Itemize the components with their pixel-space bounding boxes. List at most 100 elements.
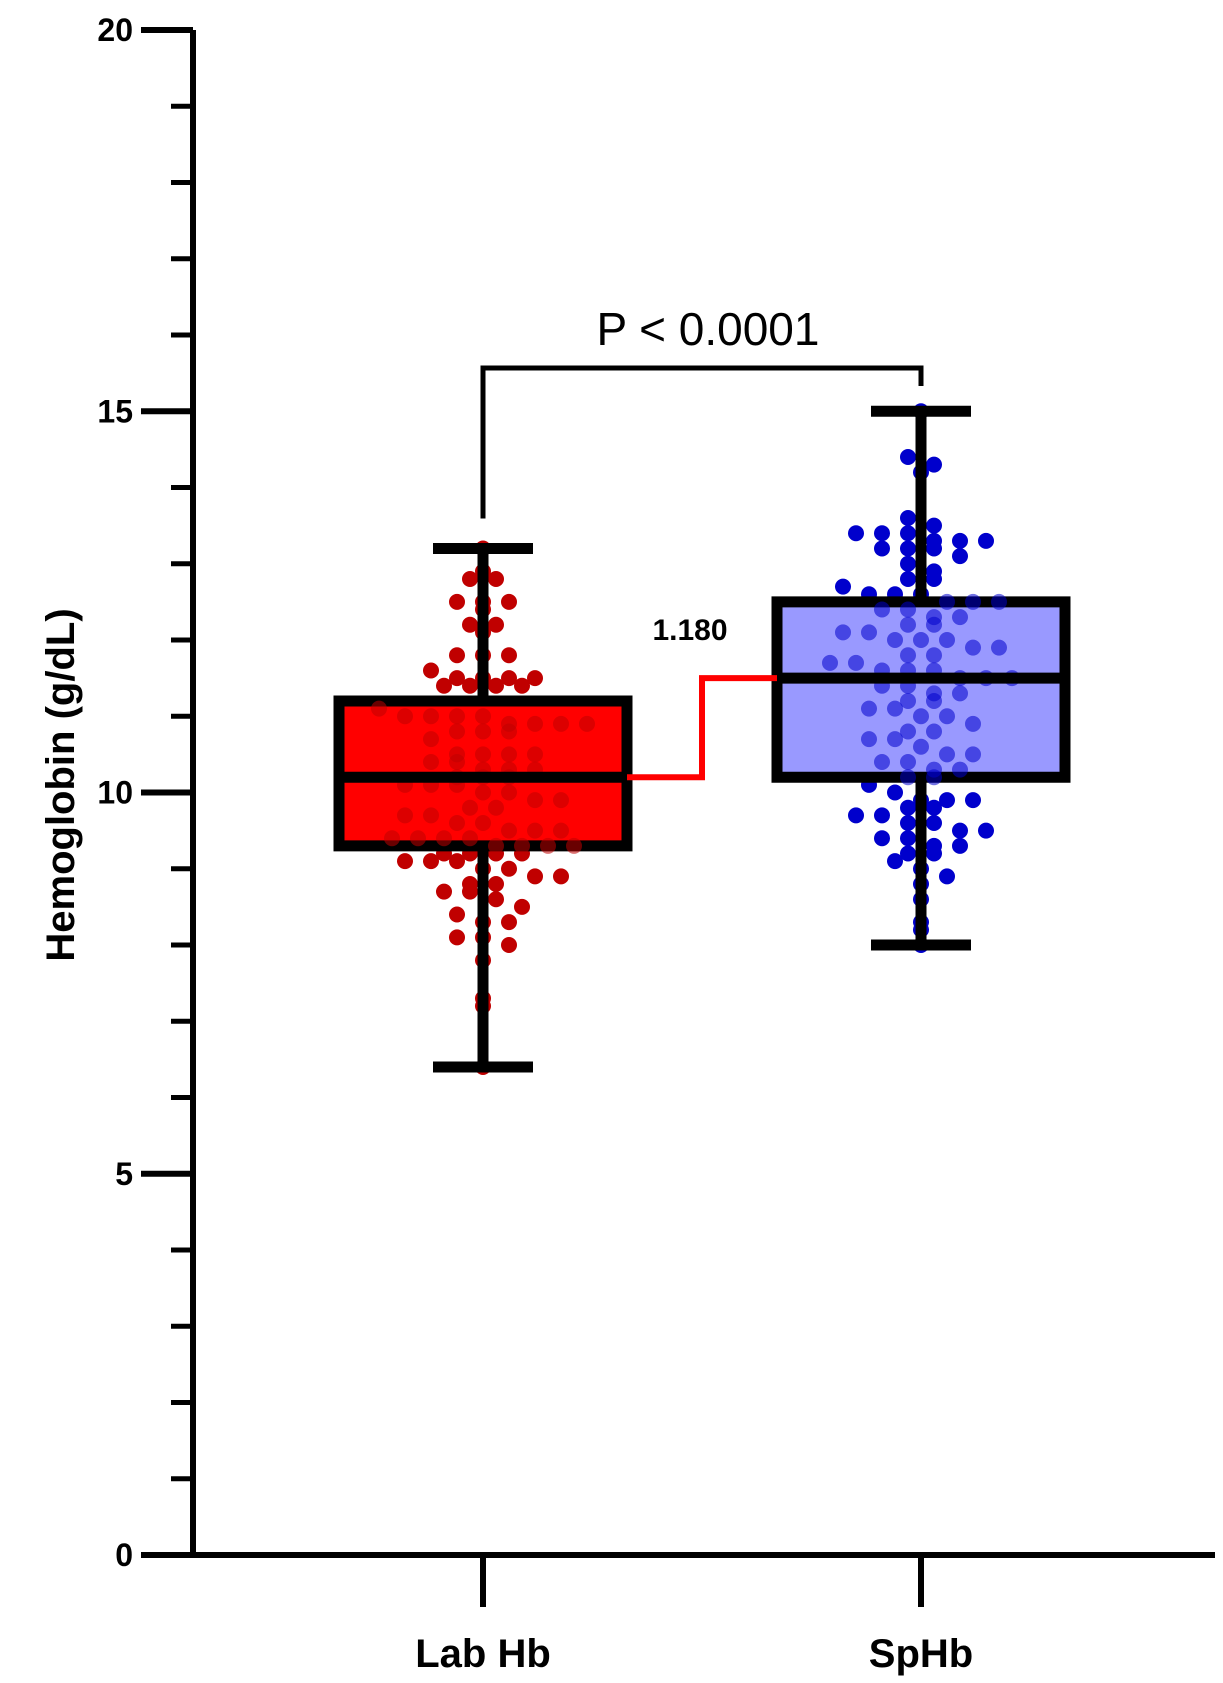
data-point [965,746,981,763]
data-point [501,784,517,801]
data-point [926,685,942,702]
data-point [926,609,942,626]
data-point [501,822,517,839]
data-point [913,632,929,648]
data-point [423,708,439,725]
data-point [462,799,478,816]
data-point [423,807,439,824]
data-point [449,647,465,664]
data-point [926,563,942,580]
data-point [462,616,478,633]
data-point [861,731,877,748]
data-point [488,876,504,892]
data-point [900,769,916,786]
data-point [965,593,981,610]
data-point [874,540,890,557]
data-point [462,876,478,892]
data-point [488,571,504,587]
data-point [926,761,942,778]
data-point [926,815,942,831]
data-point [462,571,478,587]
data-point [449,593,465,610]
data-point [449,906,465,923]
significance-bracket [480,365,924,519]
data-point [527,746,543,763]
data-point [540,837,556,854]
data-point [848,654,864,671]
data-point [900,830,916,847]
data-point [527,868,543,885]
y-tick-label: 20 [97,12,133,48]
data-point [887,784,903,801]
data-point [952,761,968,778]
data-point [501,860,517,877]
data-point [423,731,439,748]
data-point [991,593,1007,610]
data-point [900,571,916,587]
data-point [527,715,543,732]
data-point [553,822,569,839]
data-point [926,647,942,664]
data-point [874,830,890,847]
x-category-label: SpHb [869,1632,973,1676]
data-point [939,792,955,809]
data-point [965,715,981,732]
data-point [527,670,543,687]
x-category-label: Lab Hb [415,1632,551,1676]
p-value-annotation: P < 0.0001 [597,303,820,355]
data-point [900,525,916,542]
data-point [514,898,530,915]
data-point [436,830,452,847]
data-point [861,624,877,641]
data-point [952,532,968,549]
data-point [900,723,916,740]
data-point [449,929,465,946]
data-point [423,754,439,770]
data-point [900,754,916,770]
y-tick-label: 10 [97,775,133,811]
data-point [566,837,582,854]
data-point [952,685,968,702]
data-point [861,700,877,717]
data-point [475,815,491,831]
data-point [501,593,517,610]
data-point [462,677,478,694]
data-point [475,708,491,725]
data-point [926,799,942,816]
data-point [449,670,465,687]
data-point [488,616,504,633]
data-point [384,830,400,847]
data-point [462,830,478,847]
median-difference-connector [627,675,777,781]
data-point [900,601,916,618]
data-point [887,632,903,648]
data-point [423,662,439,679]
data-point [952,822,968,839]
data-point [913,708,929,725]
data-point [553,792,569,809]
data-point [926,837,942,854]
data-point [514,677,530,694]
y-tick-label: 15 [97,393,133,429]
data-point [965,792,981,809]
data-point [488,891,504,908]
data-point [900,616,916,633]
data-point [952,548,968,565]
data-point [874,525,890,542]
data-point [874,807,890,824]
data-point [501,937,517,953]
data-point [397,708,413,725]
y-tick-label: 5 [115,1156,133,1192]
data-point [397,853,413,870]
data-point [939,868,955,885]
data-point [449,853,465,870]
y-axis-label: Hemoglobin (g/dL) [39,608,83,961]
data-point [991,639,1007,656]
data-point [579,715,595,732]
data-point [488,837,504,854]
data-point [900,647,916,664]
data-point [501,746,517,763]
data-point [449,746,465,763]
data-point [952,609,968,626]
